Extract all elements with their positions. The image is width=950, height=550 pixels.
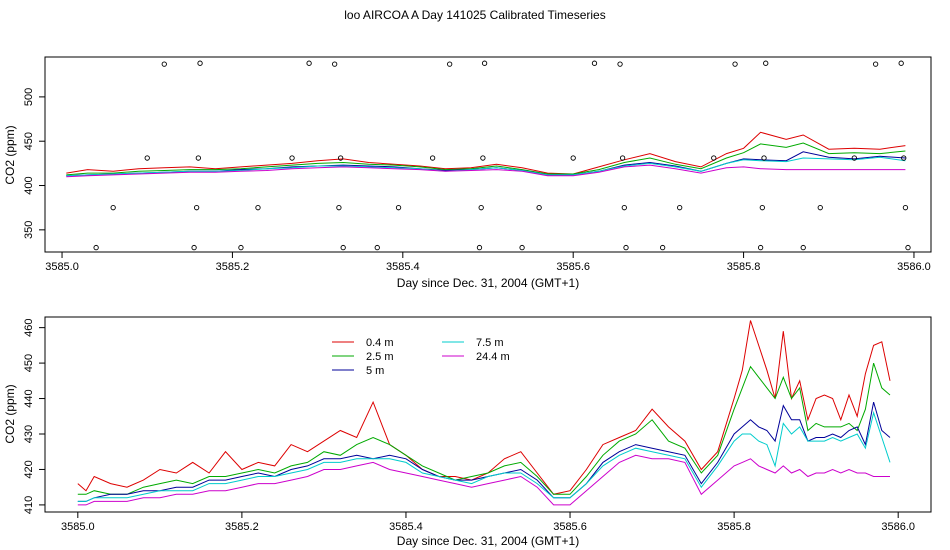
marker-point	[761, 155, 767, 161]
marker-point	[759, 205, 765, 211]
legend-label: 5 m	[366, 365, 384, 377]
marker-point	[711, 155, 717, 161]
marker-point	[732, 61, 738, 67]
x-tick-label: 3585.6	[556, 261, 590, 273]
marker-point	[519, 244, 525, 251]
marker-point	[619, 155, 626, 161]
series-group-bottom	[77, 320, 891, 506]
marker-point	[659, 244, 666, 251]
marker-point	[757, 244, 764, 251]
x-axis-bottom: 3585.0 3585.2 3585.4 3585.6 3585.8 3586.0	[61, 511, 915, 533]
x-tick-label: 3585.2	[216, 261, 250, 273]
x-tick-label: 3585.2	[225, 521, 259, 533]
marker-point	[677, 205, 683, 211]
y-tick-label: 410	[23, 496, 35, 514]
series-line-0-4-m	[66, 131, 906, 175]
marker-point	[478, 205, 484, 211]
x-tick-label: 3585.8	[717, 521, 751, 533]
marker-point	[337, 155, 344, 161]
y-tick-label: 440	[23, 389, 35, 407]
x-tick-label: 3585.6	[553, 521, 587, 533]
marker-point	[617, 61, 623, 67]
y-tick-label: 420	[23, 460, 35, 478]
series-line-5-m	[77, 401, 891, 502]
marker-point	[800, 244, 806, 251]
marker-point	[191, 244, 197, 251]
y-axis-bottom: 410 420 430 440 450 460	[23, 318, 46, 514]
x-tick-label: 3585.8	[727, 261, 761, 273]
marker-point	[570, 155, 576, 161]
markers-group-top	[93, 60, 911, 251]
x-tick-label: 3586.0	[881, 521, 915, 533]
legend-label: 0.4 m	[366, 337, 394, 349]
marker-point	[336, 205, 342, 211]
marker-point	[93, 244, 99, 251]
y-tick-label: 500	[23, 88, 35, 106]
y-tick-label: 450	[23, 132, 35, 150]
marker-point	[902, 205, 909, 211]
marker-point	[481, 60, 488, 66]
series-line-7-5-m	[77, 410, 891, 502]
marker-point	[536, 205, 542, 211]
series-line-7-5-m	[66, 156, 906, 177]
marker-point	[340, 244, 346, 251]
y-tick-label: 400	[23, 176, 35, 194]
series-line-24-4-m	[77, 454, 890, 506]
marker-point	[255, 205, 261, 211]
y-axis-label-top: CO2 (ppm)	[3, 125, 17, 184]
marker-point	[195, 155, 201, 161]
figure-title: loo AIRCOA A Day 141025 Calibrated Times…	[344, 8, 605, 22]
marker-point	[161, 61, 167, 67]
marker-point	[429, 155, 436, 161]
x-tick-label: 3585.0	[61, 521, 95, 533]
marker-point	[332, 61, 338, 67]
y-tick-label: 430	[23, 425, 35, 443]
x-axis-label-bottom: Day since Dec. 31, 2004 (GMT+1)	[397, 534, 579, 548]
marker-point	[476, 244, 483, 251]
marker-point	[872, 61, 879, 67]
x-tick-label: 3586.0	[897, 261, 931, 273]
series-line-2-5-m	[77, 362, 891, 495]
legend-label: 7.5 m	[476, 337, 504, 349]
y-axis-label-bottom: CO2 (ppm)	[3, 384, 17, 443]
marker-point	[289, 155, 295, 161]
y-tick-label: 450	[23, 354, 35, 372]
marker-point	[480, 155, 486, 161]
y-axis-top: 350 400 450 500	[23, 88, 46, 239]
y-tick-label: 350	[23, 221, 35, 239]
marker-point	[621, 205, 627, 211]
x-tick-label: 3585.0	[45, 261, 79, 273]
marker-point	[197, 60, 203, 66]
marker-point	[395, 205, 402, 211]
legend: 0.4 m 2.5 m 5 m 7.5 m 24.4 m	[332, 337, 510, 377]
panel-bottom: 3585.0 3585.2 3585.4 3585.6 3585.8 3586.0 410…	[3, 316, 932, 548]
marker-point	[238, 244, 244, 251]
marker-point	[817, 205, 823, 211]
series-group-top	[66, 131, 906, 178]
marker-point	[591, 60, 598, 66]
marker-point	[898, 60, 904, 66]
legend-label: 2.5 m	[366, 351, 394, 363]
marker-point	[905, 244, 911, 251]
marker-point	[763, 60, 769, 66]
marker-point	[851, 155, 857, 161]
x-axis-label-top: Day since Dec. 31, 2004 (GMT+1)	[397, 276, 579, 290]
panel-top: 3585.0 3585.2 3585.4 3585.6 3585.8 3586.0 350…	[3, 56, 932, 290]
series-line-2-5-m	[66, 142, 906, 176]
marker-point	[901, 155, 907, 161]
legend-label: 24.4 m	[476, 351, 510, 363]
x-tick-label: 3585.4	[386, 261, 420, 273]
marker-point	[306, 60, 312, 66]
series-line-24-4-m	[66, 164, 906, 178]
y-tick-label: 460	[23, 318, 35, 336]
x-tick-label: 3585.4	[389, 521, 423, 533]
marker-point	[447, 61, 453, 67]
marker-point	[374, 244, 380, 251]
marker-point	[144, 155, 150, 161]
marker-point	[623, 244, 629, 251]
marker-point	[110, 205, 116, 211]
marker-point	[193, 205, 200, 211]
x-axis-top: 3585.0 3585.2 3585.4 3585.6 3585.8 3586.0	[45, 251, 931, 273]
